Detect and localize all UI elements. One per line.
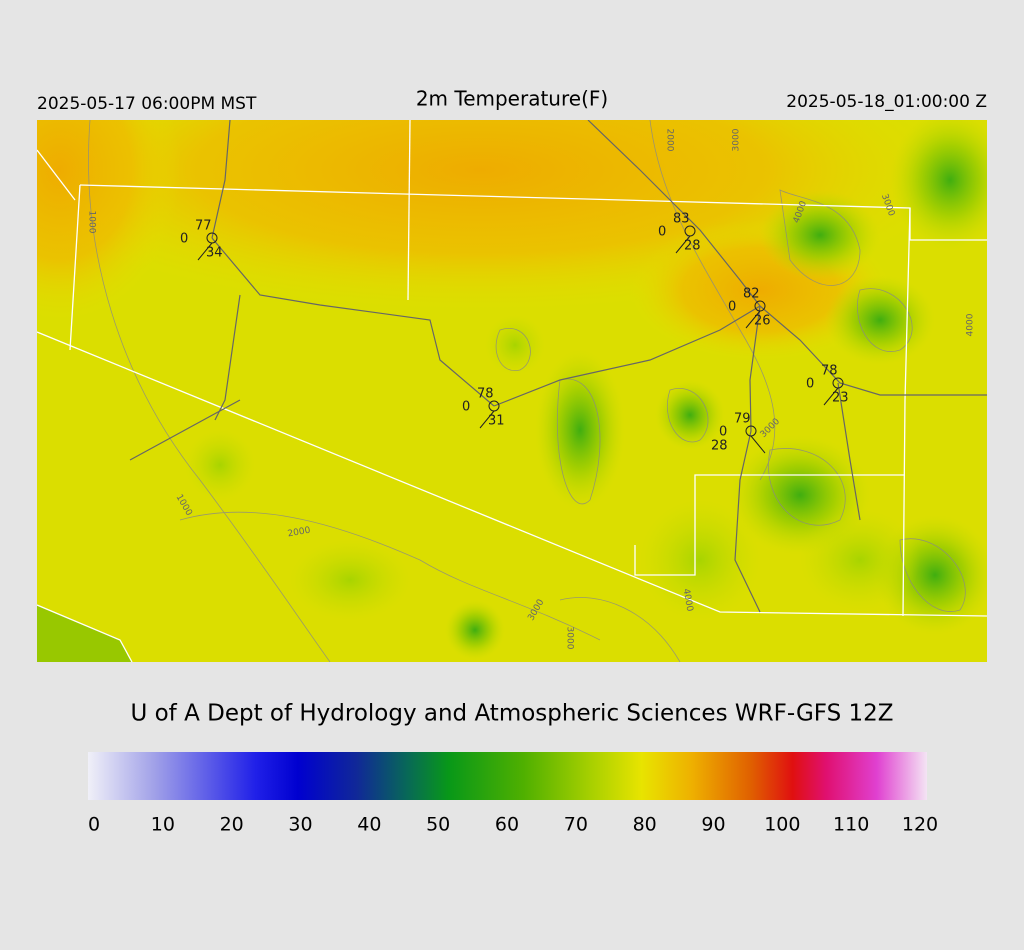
station-temperature: 83 [673,212,690,227]
colorbar-tick-label: 100 [764,814,800,836]
colorbar-tick-label: 0 [88,814,100,836]
wind-barb [479,410,495,429]
wind-barb [745,310,761,329]
station-dewpoint: 26 [754,314,771,329]
colorbar-tick-label: 50 [426,814,450,836]
map-title: 2m Temperature(F) [416,87,608,111]
contour-label: 3000 [565,627,575,650]
temperature-field [37,120,987,662]
colorbar-tick-label: 70 [564,814,588,836]
contour-label: 1000 [87,211,97,234]
colorbar-tick-label: 90 [701,814,725,836]
colorbar-tick-label: 60 [495,814,519,836]
station-dewpoint: 34 [206,246,223,261]
colorbar-tick-label: 110 [833,814,869,836]
contour-label: 2000 [665,129,675,152]
station-left-value: 0 [658,225,666,240]
contour-label: 4000 [966,313,976,336]
wind-barb [197,242,213,261]
credit: U of A Dept of Hydrology and Atmospheric… [130,701,893,727]
contour-label: 4000 [681,588,695,613]
station-dewpoint: 23 [832,391,849,406]
station-temperature: 78 [477,387,494,402]
station-left-value: 0 [462,400,470,415]
station-temperature: 79 [734,412,751,427]
station-left-value: 0 [728,300,736,315]
station-temperature: 82 [743,287,760,302]
contour-label: 2000 [287,526,312,540]
station-dewpoint: 28 [684,239,701,254]
station-left-value: 0 [806,377,814,392]
station-dewpoint: 31 [488,414,505,429]
colorbar-tick-label: 30 [288,814,312,836]
station-dewpoint: 28 [711,439,728,454]
colorbar-tick-label: 20 [220,814,244,836]
valid-local-time: 2025-05-17 06:00PM MST [37,94,257,114]
colorbar-ticks: 0 10 20 30 40 50 60 70 80 90 100 110 120 [88,814,938,836]
colorbar-tick-label: 120 [902,814,938,836]
station-left-value: 0 [180,232,188,247]
contour-label: 3000 [732,128,742,151]
wind-barb [823,387,839,406]
colorbar-tick-label: 40 [357,814,381,836]
station-temperature: 77 [195,219,212,234]
wind-barb [750,435,766,454]
valid-utc-time: 2025-05-18_01:00:00 Z [786,92,987,112]
wind-barb [675,235,691,254]
station-left-value: 0 [719,425,727,440]
colorbar [88,752,927,800]
colorbar-tick-label: 80 [633,814,657,836]
station-temperature: 78 [821,364,838,379]
colorbar-tick-label: 10 [151,814,175,836]
